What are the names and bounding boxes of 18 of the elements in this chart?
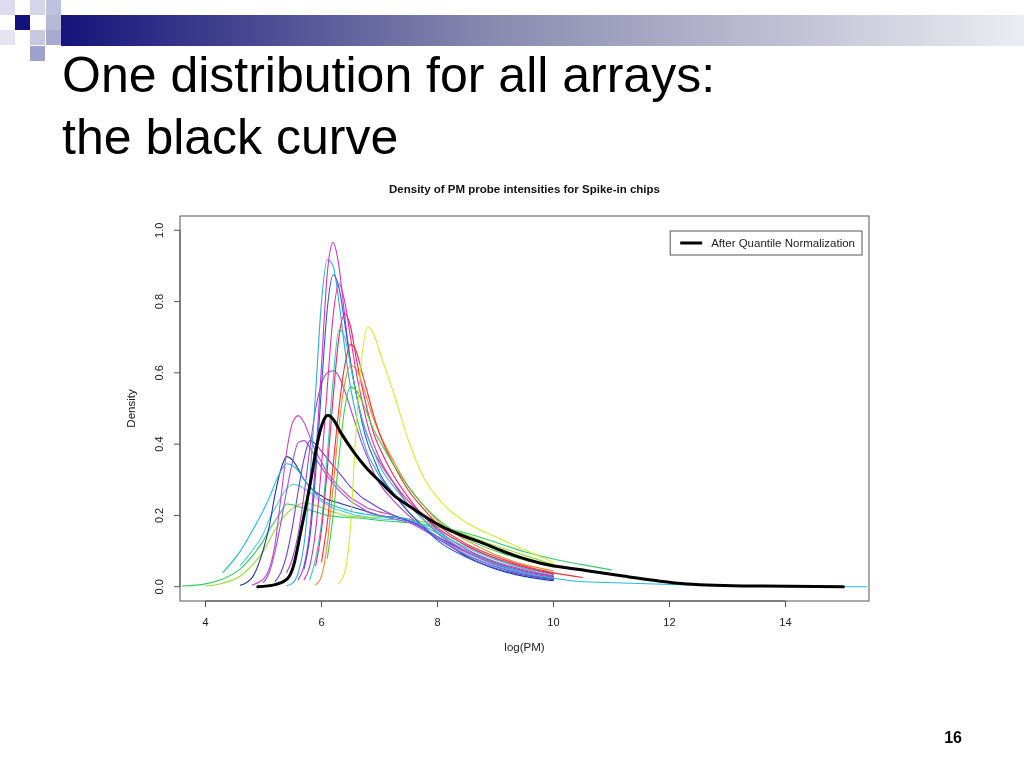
legend-label: After Quantile Normalization — [711, 237, 855, 249]
text: 16 — [944, 729, 963, 746]
x-tick-label: 4 — [202, 616, 209, 628]
y-tick-label: 0.0 — [153, 579, 165, 595]
x-tick-label: 14 — [779, 616, 792, 628]
x-tick-label: 12 — [663, 616, 676, 628]
chart-title: One distribution for all arrays: the black curve — [62, 47, 716, 165]
y-tick-label: 0.2 — [153, 507, 165, 524]
x-axis-title: log(PM) — [504, 641, 545, 653]
x-tick-label: 10 — [547, 616, 560, 628]
x-tick-label: 6 — [318, 616, 325, 628]
y-tick-label: 1.0 — [153, 222, 165, 238]
y-tick-label: 0.4 — [153, 436, 165, 452]
chart-subtitle: Density of PM probe intensities for Spike-in chips — [389, 183, 660, 195]
y-tick-label: 0.6 — [153, 365, 165, 381]
y-tick-label: 0.8 — [153, 293, 165, 310]
x-tick-label: 8 — [434, 616, 441, 628]
y-axis-title: Density — [125, 389, 137, 428]
